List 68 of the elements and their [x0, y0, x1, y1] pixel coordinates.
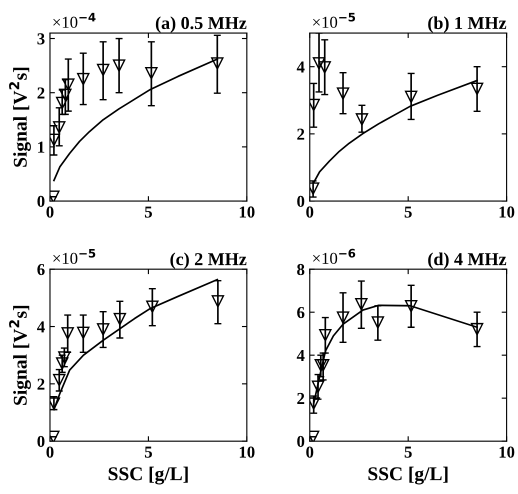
y-tick-label: 0	[37, 436, 44, 448]
x-tick-label: 5	[144, 446, 152, 458]
point	[114, 312, 126, 326]
point	[56, 96, 68, 110]
point	[356, 113, 368, 126]
point	[336, 311, 350, 324]
point	[212, 295, 224, 308]
y-tick-label: 8	[297, 264, 304, 276]
point	[146, 300, 159, 314]
point	[96, 323, 110, 336]
y-tick-label: 4	[37, 321, 45, 332]
x-tick-label: 10	[240, 446, 255, 458]
y-tick-label: 2	[37, 87, 44, 98]
point	[96, 64, 110, 76]
point	[61, 327, 74, 340]
point	[312, 380, 324, 394]
y-tick-label: 0	[37, 196, 44, 208]
text: ×10$^{−5}$	[313, 12, 356, 28]
point	[355, 298, 368, 311]
point	[52, 121, 66, 134]
point	[470, 82, 484, 96]
y-axis-title: Signal [V$^{2}$s]	[9, 68, 31, 167]
x-tick-label: 10	[500, 446, 514, 458]
y-axis-title: Signal [V$^{2}$s]	[9, 306, 31, 405]
text: ×10$^{−4}$	[53, 12, 96, 28]
point	[77, 72, 90, 86]
y-tick-label: 3	[37, 33, 45, 44]
y-tick-label: 2	[297, 128, 304, 140]
y-tick-label: 4	[296, 62, 305, 72]
y-tick-label: 1	[38, 142, 44, 153]
chart-title: (c) 2 MHz	[170, 252, 246, 269]
point	[145, 66, 158, 80]
text: ×10$^{−6}$	[313, 248, 356, 264]
y-tick-label: 6	[297, 306, 304, 318]
x-tick-label: 10	[240, 206, 255, 218]
x-tick-label: 5	[404, 206, 412, 218]
text: ×10$^{−5}$	[53, 248, 96, 264]
point	[77, 326, 90, 340]
point	[372, 316, 384, 329]
point	[336, 87, 350, 100]
x-axis-title: SSC [g/L]	[108, 466, 188, 484]
y-tick-label: 0	[297, 436, 304, 448]
point	[404, 300, 418, 312]
y-tick-label: 2	[297, 392, 304, 404]
chart-title: (a) 0.5 MHz	[156, 16, 246, 33]
x-tick-label: 10	[500, 206, 514, 218]
y-tick-label: 4	[296, 350, 305, 361]
x-tick-label: 0	[306, 446, 314, 458]
point	[62, 78, 75, 91]
point	[319, 328, 332, 342]
y-tick-label: 2	[37, 378, 44, 390]
y-tick-label: 0	[297, 196, 304, 208]
x-tick-label: 5	[404, 446, 412, 458]
chart-title: (b) 1 MHz	[428, 16, 506, 33]
x-tick-label: 0	[46, 206, 54, 218]
point	[318, 61, 331, 74]
x-axis-title: SSC [g/L]	[368, 466, 448, 484]
x-tick-label: 5	[144, 206, 152, 218]
point	[211, 57, 224, 70]
point	[112, 59, 126, 72]
point	[312, 57, 326, 70]
x-tick-label: 0	[306, 206, 314, 218]
point	[404, 90, 418, 104]
point	[470, 322, 484, 336]
y-tick-label: 6	[37, 264, 45, 276]
point	[58, 351, 71, 364]
x-tick-label: 0	[46, 446, 54, 458]
chart-title: (d) 4 MHz	[428, 252, 506, 269]
